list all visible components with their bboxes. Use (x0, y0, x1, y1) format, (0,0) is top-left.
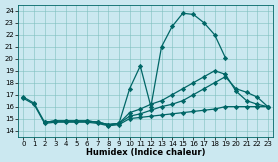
X-axis label: Humidex (Indice chaleur): Humidex (Indice chaleur) (86, 148, 205, 157)
